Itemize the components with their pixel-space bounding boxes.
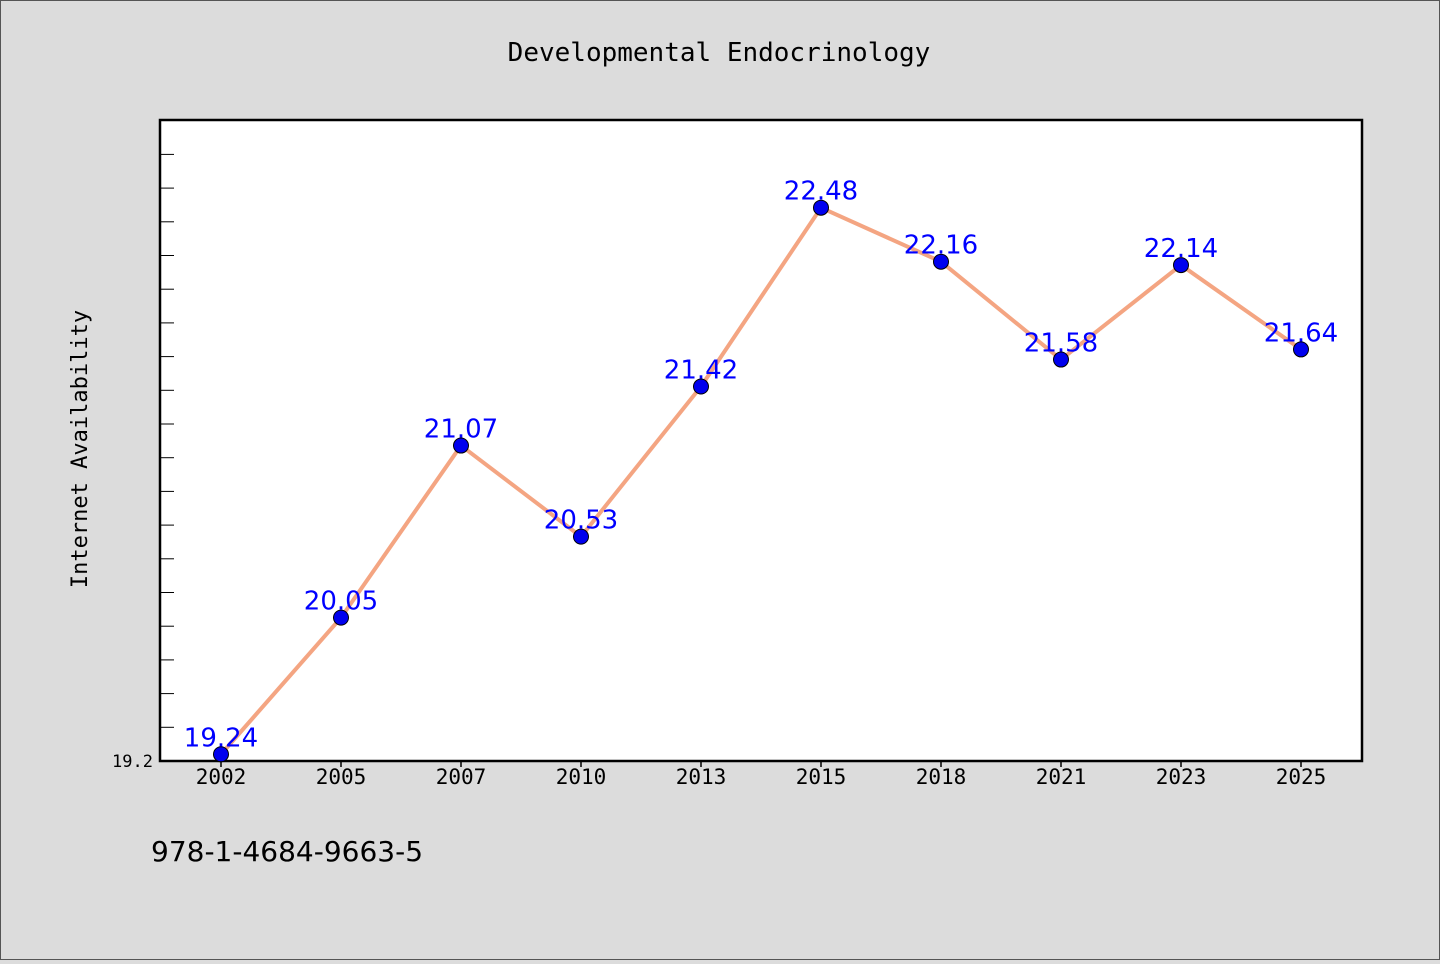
data-labels: 19.24 20.05 21.07 20.53 21.42 22.48 22.16 21.58… [184, 177, 1338, 754]
data-point [453, 437, 469, 454]
data-point [1173, 257, 1189, 274]
data-label: 20.53 [544, 506, 618, 536]
x-tick-label: 2002 [196, 765, 247, 789]
x-tick-label: 2007 [436, 765, 487, 789]
data-point [933, 253, 949, 270]
data-label: 21.07 [424, 415, 498, 445]
data-markers [213, 199, 1309, 763]
x-tick-label: 2010 [556, 765, 607, 789]
isbn-caption: 978-1-4684-9663-5 [151, 835, 424, 868]
plot-area [158, 118, 1364, 763]
data-point [573, 528, 589, 545]
y-axis-label: Internet Availability [68, 310, 93, 588]
data-label: 21.64 [1264, 318, 1338, 348]
x-tick-label: 2005 [316, 765, 367, 789]
x-tick-label: 2025 [1276, 765, 1327, 789]
x-tick-label: 2018 [916, 765, 967, 789]
y-tick-label: 19.2 [112, 752, 153, 772]
data-label: 21.42 [664, 356, 738, 386]
series-line [219, 205, 1303, 756]
chart-title: Developmental Endocrinology [508, 38, 931, 68]
data-point [813, 199, 829, 216]
x-tick-label: 2023 [1156, 765, 1207, 789]
y-axis-ticks [160, 153, 174, 728]
data-point [1293, 341, 1309, 358]
x-tick-label: 2015 [796, 765, 847, 789]
x-tick-label: 2013 [676, 765, 727, 789]
data-point [333, 609, 349, 626]
data-point [693, 378, 709, 395]
data-label: 20.05 [304, 587, 378, 617]
data-label: 21.58 [1024, 329, 1098, 359]
x-axis-ticks: 2002 2005 2007 2010 2013 2015 2018 2021 2023 2025 [196, 761, 1327, 789]
data-label: 22.14 [1144, 234, 1218, 264]
data-point [1053, 351, 1069, 368]
x-tick-label: 2021 [1036, 765, 1087, 789]
data-label: 19.24 [184, 723, 258, 753]
data-point [213, 746, 229, 763]
data-label: 22.48 [784, 177, 858, 207]
data-label: 22.16 [904, 231, 978, 261]
